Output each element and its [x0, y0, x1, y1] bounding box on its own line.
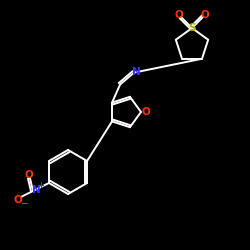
Text: S: S	[188, 23, 196, 33]
Text: O: O	[142, 107, 150, 117]
Text: O: O	[14, 195, 22, 205]
Text: +: +	[38, 182, 44, 190]
Text: N: N	[132, 66, 140, 76]
Text: O: O	[174, 10, 184, 20]
Text: O: O	[200, 10, 209, 20]
Text: −: −	[20, 200, 28, 208]
Text: O: O	[24, 170, 33, 180]
Text: N: N	[32, 185, 40, 195]
